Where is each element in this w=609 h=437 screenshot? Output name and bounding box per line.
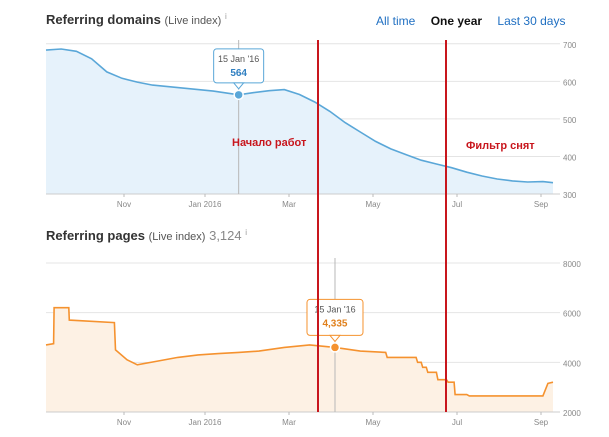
pages-count: 3,124 xyxy=(209,228,242,243)
x-tick-label: May xyxy=(365,418,380,427)
tooltip-arrow xyxy=(232,82,245,90)
x-tick-label: Jul xyxy=(452,200,462,209)
series-area xyxy=(46,307,553,412)
series-line xyxy=(45,48,554,184)
x-tick-label: Nov xyxy=(117,200,131,209)
referring-domains-title: Referring domains (Live index) i xyxy=(46,12,227,27)
x-tick-label: May xyxy=(365,200,380,209)
tab-last-30-days[interactable]: Last 30 days xyxy=(497,14,566,28)
series-area xyxy=(46,49,553,194)
tooltip-date: 15 Jan '16 xyxy=(218,54,259,64)
x-tick-label: Sep xyxy=(534,200,549,209)
hover-point xyxy=(329,342,341,353)
y-tick-label: 700 xyxy=(563,41,577,50)
date-range-selector: All time One year Last 30 days xyxy=(376,14,565,28)
hover-point xyxy=(233,89,244,101)
filter-lifted-label: Фильтр снят xyxy=(466,140,535,152)
y-tick-label: 500 xyxy=(563,116,577,125)
chart-title: Referring domains xyxy=(46,12,161,27)
tab-one-year[interactable]: One year xyxy=(430,14,483,28)
y-tick-label: 400 xyxy=(563,153,577,162)
x-tick-label: Mar xyxy=(282,418,296,427)
x-tick-label: Sep xyxy=(534,418,549,427)
tooltip-value: 564 xyxy=(230,68,247,79)
x-tick-label: Jul xyxy=(452,418,462,427)
info-icon[interactable]: i xyxy=(245,228,248,237)
tooltip-date: 15 Jan '16 xyxy=(314,304,355,314)
x-tick-label: Jan 2016 xyxy=(189,418,222,427)
tab-all-time[interactable]: All time xyxy=(376,14,416,28)
info-icon[interactable]: i xyxy=(224,12,227,21)
x-tick-label: Mar xyxy=(282,200,296,209)
x-tick-label: Nov xyxy=(117,418,131,427)
tooltip-value: 4,335 xyxy=(322,318,347,329)
tooltip-arrow xyxy=(328,334,342,343)
work-start-label: Начало работ xyxy=(232,137,307,149)
series-line xyxy=(45,306,554,397)
x-tick-label: Jan 2016 xyxy=(189,200,222,209)
chart-title: Referring pages xyxy=(46,228,145,243)
y-tick-label: 4000 xyxy=(563,359,581,368)
referring-pages-title: Referring pages (Live index) 3,124 i xyxy=(46,228,247,243)
y-tick-label: 300 xyxy=(563,191,577,200)
live-index-label: (Live index) xyxy=(148,231,206,243)
live-index-label: (Live index) xyxy=(164,15,222,27)
y-tick-label: 8000 xyxy=(563,260,581,269)
y-tick-label: 2000 xyxy=(563,409,581,418)
y-tick-label: 600 xyxy=(563,78,577,87)
y-tick-label: 6000 xyxy=(563,310,581,319)
